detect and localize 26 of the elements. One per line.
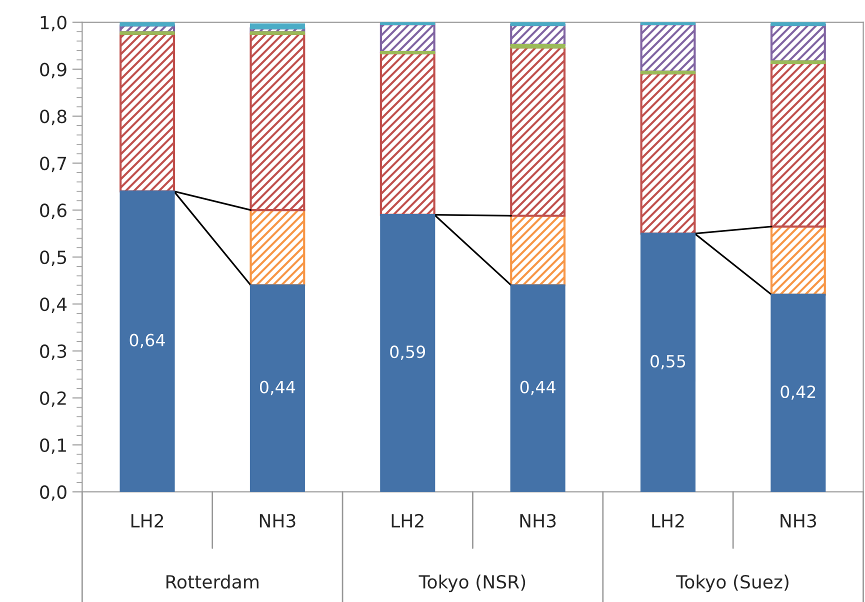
y-tick-label: 0,9 xyxy=(40,62,66,78)
y-tick-label: 0,5 xyxy=(40,250,66,266)
data-label: 0,42 xyxy=(780,385,816,400)
y-tick-label: 0,3 xyxy=(40,344,66,360)
text: Tokyo (NSR) xyxy=(418,574,526,592)
y-tick-label: 0,4 xyxy=(40,297,67,313)
y-tick-label: 0,7 xyxy=(40,156,66,172)
x-tick-label: LH2 xyxy=(131,514,164,528)
x-tick-label: LH2 xyxy=(392,514,424,528)
y-tick-label: 0,6 xyxy=(40,204,66,220)
text: Rotterdam xyxy=(166,574,258,589)
x-tick-label: NH3 xyxy=(520,514,556,528)
data-label: 0,55 xyxy=(650,354,686,370)
data-label: 0,44 xyxy=(260,380,296,396)
y-tick-label: 0,0 xyxy=(40,485,66,501)
data-label: 0,44 xyxy=(520,380,556,396)
y-tick-label: 0,2 xyxy=(40,391,66,407)
y-tick-label: 0,1 xyxy=(40,438,66,454)
text: Tokyo (Suez) xyxy=(676,574,788,592)
x-tick-label: NH3 xyxy=(260,514,296,528)
data-label: 0,64 xyxy=(130,334,165,348)
y-tick-label: 0,8 xyxy=(40,110,66,126)
data-label: 0,59 xyxy=(390,346,426,360)
x-tick-label: LH2 xyxy=(652,514,684,528)
y-tick-label: 1,0 xyxy=(40,16,66,32)
x-tick-label: NH3 xyxy=(780,514,816,528)
